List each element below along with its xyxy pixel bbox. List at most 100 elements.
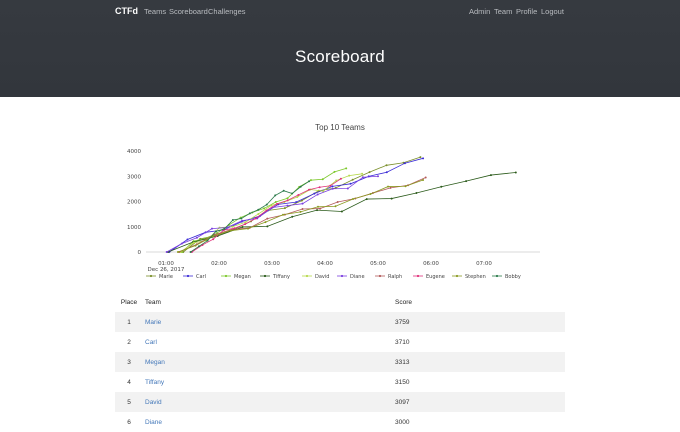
- data-point[interactable]: [233, 227, 236, 230]
- data-point[interactable]: [313, 192, 316, 195]
- data-point[interactable]: [241, 225, 244, 228]
- data-point[interactable]: [274, 200, 277, 203]
- data-point[interactable]: [465, 180, 468, 183]
- data-point[interactable]: [244, 221, 247, 224]
- data-point[interactable]: [297, 193, 300, 196]
- data-point[interactable]: [489, 174, 492, 177]
- data-point[interactable]: [340, 210, 343, 213]
- data-point[interactable]: [282, 189, 285, 192]
- data-point[interactable]: [229, 229, 232, 232]
- data-point[interactable]: [194, 244, 197, 247]
- data-point[interactable]: [336, 201, 339, 204]
- data-point[interactable]: [351, 178, 354, 181]
- brand-logo[interactable]: CTFd: [115, 6, 138, 16]
- data-point[interactable]: [335, 179, 338, 182]
- data-point[interactable]: [361, 176, 364, 179]
- data-point[interactable]: [339, 177, 342, 180]
- data-point[interactable]: [231, 219, 234, 222]
- data-point[interactable]: [309, 179, 312, 182]
- legend-item-bobby[interactable]: Bobby: [505, 274, 521, 280]
- data-point[interactable]: [265, 209, 268, 212]
- team-link[interactable]: Megan: [145, 358, 165, 366]
- data-point[interactable]: [440, 185, 443, 188]
- data-point[interactable]: [422, 179, 425, 182]
- nav-challenges[interactable]: Challenges: [208, 7, 246, 16]
- data-point[interactable]: [301, 207, 304, 210]
- team-link[interactable]: Carl: [145, 338, 157, 346]
- data-point[interactable]: [266, 217, 269, 220]
- data-point[interactable]: [346, 187, 349, 190]
- data-point[interactable]: [286, 199, 289, 202]
- data-point[interactable]: [223, 227, 226, 230]
- data-point[interactable]: [317, 205, 320, 208]
- data-point[interactable]: [316, 209, 319, 212]
- data-point[interactable]: [345, 167, 348, 170]
- data-point[interactable]: [192, 241, 195, 244]
- legend-item-marie[interactable]: Marie: [159, 274, 173, 280]
- data-point[interactable]: [264, 221, 267, 224]
- nav-teams[interactable]: Teams: [144, 7, 167, 16]
- data-point[interactable]: [348, 174, 351, 177]
- nav-admin[interactable]: Admin: [469, 7, 491, 16]
- data-point[interactable]: [318, 186, 321, 189]
- data-point[interactable]: [165, 251, 168, 253]
- team-link[interactable]: Diane: [145, 418, 162, 426]
- data-point[interactable]: [176, 251, 179, 253]
- legend-item-diane[interactable]: Diane: [350, 274, 365, 280]
- data-point[interactable]: [198, 245, 201, 248]
- data-point[interactable]: [274, 194, 277, 197]
- data-point[interactable]: [246, 227, 249, 230]
- data-point[interactable]: [365, 198, 368, 201]
- legend-item-david[interactable]: David: [315, 274, 329, 280]
- data-point[interactable]: [186, 238, 189, 241]
- data-point[interactable]: [349, 182, 352, 185]
- data-point[interactable]: [387, 185, 390, 188]
- data-point[interactable]: [361, 172, 364, 175]
- legend-item-tiffany[interactable]: Tiffany: [272, 274, 290, 280]
- data-point[interactable]: [321, 178, 324, 181]
- data-point[interactable]: [241, 219, 244, 222]
- data-point[interactable]: [291, 215, 294, 218]
- data-point[interactable]: [212, 238, 215, 241]
- data-point[interactable]: [300, 199, 303, 202]
- data-point[interactable]: [369, 193, 372, 196]
- nav-logout[interactable]: Logout: [541, 7, 564, 16]
- legend-item-ralph[interactable]: Ralph: [388, 274, 402, 280]
- data-point[interactable]: [404, 185, 407, 188]
- data-point[interactable]: [214, 230, 217, 233]
- data-point[interactable]: [331, 185, 334, 188]
- data-point[interactable]: [403, 162, 406, 165]
- data-point[interactable]: [308, 180, 311, 183]
- data-point[interactable]: [352, 197, 355, 200]
- data-point[interactable]: [385, 171, 388, 174]
- data-point[interactable]: [299, 185, 302, 188]
- data-point[interactable]: [299, 210, 302, 213]
- legend-item-carl[interactable]: Carl: [196, 274, 206, 280]
- data-point[interactable]: [319, 207, 322, 210]
- data-point[interactable]: [240, 217, 243, 220]
- data-point[interactable]: [270, 204, 273, 207]
- data-point[interactable]: [283, 207, 286, 210]
- series-line-ralph[interactable]: [179, 177, 426, 253]
- data-point[interactable]: [390, 197, 393, 200]
- data-point[interactable]: [286, 197, 289, 200]
- data-point[interactable]: [415, 192, 418, 195]
- series-line-stephen[interactable]: [177, 179, 424, 253]
- data-point[interactable]: [286, 204, 289, 207]
- data-point[interactable]: [265, 203, 268, 206]
- data-point[interactable]: [244, 223, 247, 226]
- legend-item-stephen[interactable]: Stephen: [465, 274, 486, 280]
- data-point[interactable]: [263, 207, 266, 210]
- data-point[interactable]: [257, 208, 260, 211]
- data-point[interactable]: [301, 202, 304, 205]
- data-point[interactable]: [307, 188, 310, 191]
- data-point[interactable]: [195, 236, 198, 239]
- team-link[interactable]: Tiffany: [145, 378, 165, 386]
- data-point[interactable]: [231, 225, 234, 228]
- data-point[interactable]: [389, 186, 392, 189]
- data-point[interactable]: [333, 170, 336, 173]
- data-point[interactable]: [331, 187, 334, 190]
- nav-scoreboard[interactable]: Scoreboard: [169, 7, 208, 16]
- data-point[interactable]: [424, 176, 427, 179]
